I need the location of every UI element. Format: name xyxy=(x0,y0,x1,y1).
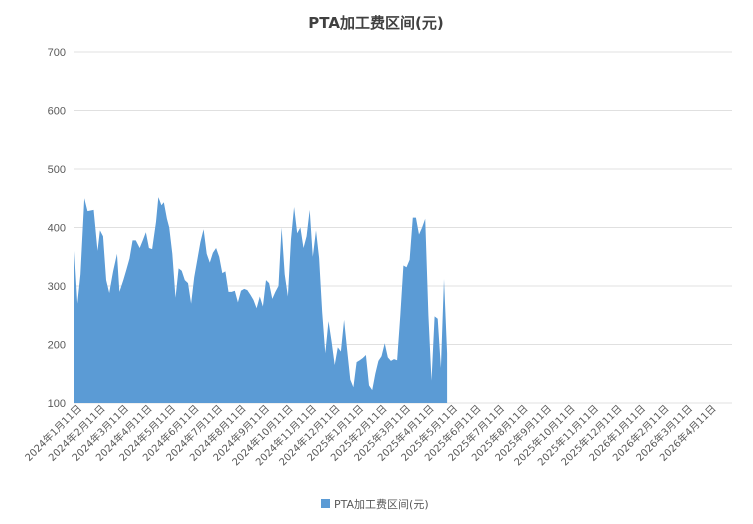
y-tick-label: 200 xyxy=(48,340,66,352)
y-tick-label: 600 xyxy=(48,106,66,118)
legend-swatch xyxy=(321,499,330,508)
y-tick-label: 500 xyxy=(48,164,66,176)
legend-label: PTA加工费区间(元) xyxy=(334,498,429,511)
legend: PTA加工费区间(元) xyxy=(321,498,429,511)
x-axis-ticks: 2024年1月11日2024年2月11日2024年3月11日2024年4月11日… xyxy=(22,402,718,468)
chart-title: PTA加工费区间(元) xyxy=(308,14,443,32)
y-tick-label: 300 xyxy=(48,281,66,293)
y-axis-ticks: 100 200 300 400 500 600 700 xyxy=(48,47,66,410)
y-tick-label: 400 xyxy=(48,223,66,235)
y-tick-label: 700 xyxy=(48,47,66,59)
y-tick-label: 100 xyxy=(48,398,66,410)
